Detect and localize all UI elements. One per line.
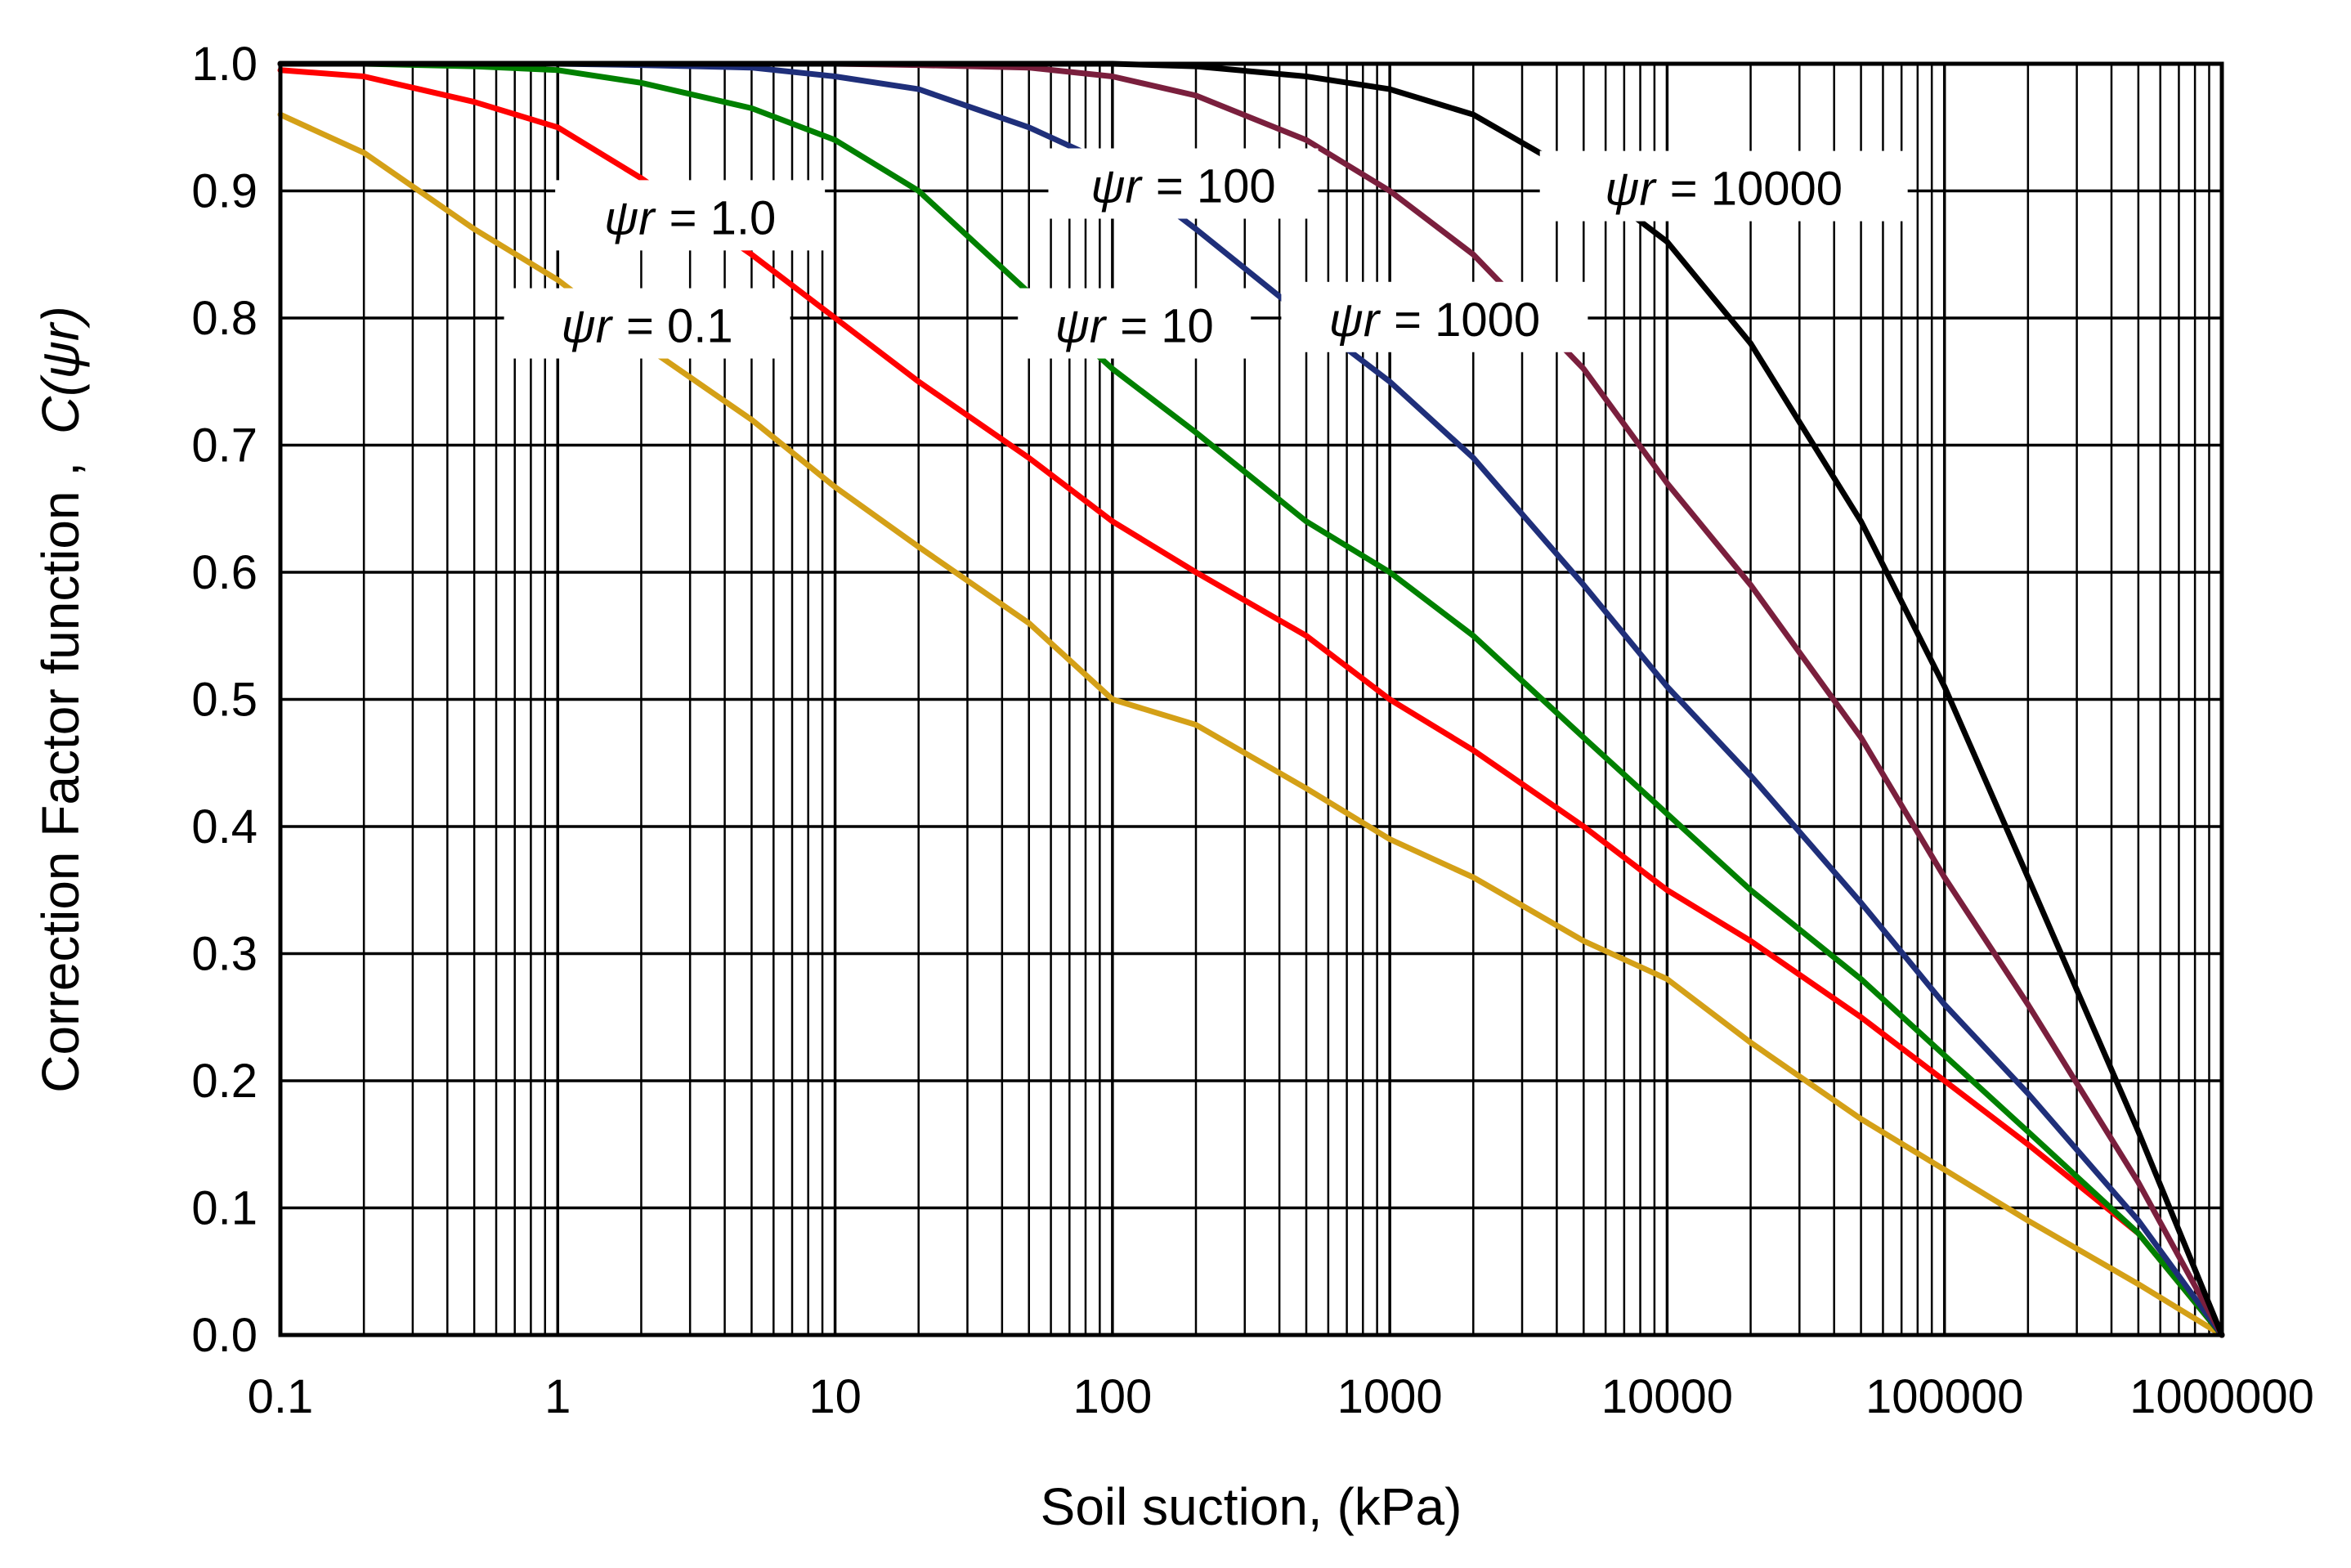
series-label-value: = 10000 — [1670, 163, 1843, 216]
series-label-symbol: ψr — [1055, 300, 1108, 353]
series-line-2 — [277, 60, 2225, 1338]
series-label-background — [1018, 288, 1252, 359]
y-tick-label: 0.7 — [191, 419, 257, 473]
x-tick-label: 100000 — [1865, 1370, 2024, 1423]
x-tick-labels: 0.1 1 10 100 1000 10000 100000 1000000 — [248, 1370, 2314, 1423]
y-tick-label: 0.5 — [191, 674, 257, 727]
x-tick-label: 100 — [1073, 1370, 1152, 1423]
series-label-value: = 10 — [1120, 300, 1214, 353]
series-label-5: ψr = 10000 — [1605, 163, 1843, 216]
y-tick-label: 0.0 — [191, 1309, 257, 1362]
series-label-background — [1281, 281, 1588, 352]
y-tick-labels: 0.0 0.1 0.2 0.3 0.4 0.5 0.6 0.7 0.8 0.9 1.0 — [191, 38, 257, 1362]
series-label-symbol: ψr — [1090, 160, 1143, 213]
x-tick-label: 1000000 — [2129, 1370, 2314, 1423]
y-tick-label: 0.4 — [191, 800, 257, 853]
x-tick-label: 10000 — [1601, 1370, 1733, 1423]
y-tick-label: 0.9 — [191, 165, 257, 218]
y-axis-title: Correction Factor function , C(ψr) — [31, 306, 90, 1092]
y-tick-label: 0.1 — [191, 1182, 257, 1235]
series-label-background — [555, 180, 826, 251]
y-axis-title-text: Correction Factor function , — [31, 462, 90, 1093]
x-tick-label: 1000 — [1337, 1370, 1443, 1423]
series-label-value: = 1.0 — [669, 191, 777, 244]
y-tick-label: 1.0 — [191, 38, 257, 91]
x-tick-label: 10 — [808, 1370, 862, 1423]
x-tick-label: 1 — [544, 1370, 571, 1423]
series-label-1: ψr = 1.0 — [604, 191, 776, 244]
series-label-background — [1048, 148, 1319, 219]
series-label-value: = 1000 — [1394, 293, 1540, 347]
x-tick-label: 0.1 — [248, 1370, 314, 1423]
series-label-background — [1539, 150, 1908, 222]
y-axis-title-symbol: C(ψr) — [31, 306, 90, 434]
series-label-4: ψr = 1000 — [1329, 293, 1541, 347]
series-label-2: ψr = 10 — [1055, 300, 1214, 353]
series-line-1 — [277, 67, 2225, 1338]
series-label-background — [504, 288, 790, 359]
y-tick-label: 0.6 — [191, 546, 257, 599]
y-tick-label: 0.2 — [191, 1055, 257, 1108]
y-tick-label: 0.8 — [191, 292, 257, 345]
series-label-symbol: ψr — [604, 191, 656, 244]
series-label-3: ψr = 100 — [1090, 160, 1275, 213]
plot-frame — [278, 61, 2224, 1337]
series-label-symbol: ψr — [1329, 293, 1381, 347]
series-label-value: = 100 — [1156, 160, 1276, 213]
y-tick-label: 0.3 — [191, 928, 257, 981]
series-label-symbol: ψr — [562, 300, 614, 353]
series-label-0: ψr = 0.1 — [562, 300, 733, 353]
series-label-value: = 0.1 — [626, 300, 733, 353]
series-label-symbol: ψr — [1605, 163, 1657, 216]
x-axis-title: Soil suction, (kPa) — [1041, 1477, 1462, 1536]
